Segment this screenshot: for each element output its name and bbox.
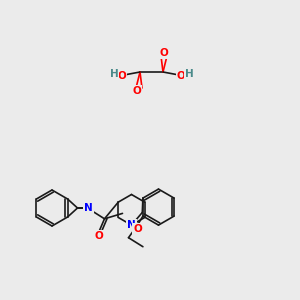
Text: O: O [118,71,126,81]
Text: N: N [127,220,136,230]
Text: H: H [184,69,194,79]
Text: O: O [95,231,103,242]
Text: O: O [133,86,141,96]
Text: H: H [110,69,118,79]
Text: O: O [133,224,142,234]
Text: N: N [84,203,93,213]
Text: O: O [160,48,168,58]
Text: O: O [177,71,185,81]
